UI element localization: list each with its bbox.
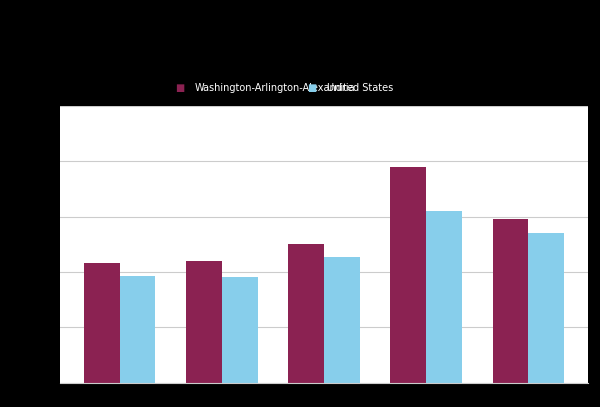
Bar xyxy=(186,261,222,383)
Bar xyxy=(528,233,564,383)
Bar xyxy=(120,276,155,383)
Bar xyxy=(222,278,257,383)
Text: ■: ■ xyxy=(175,83,185,92)
Bar xyxy=(84,263,120,383)
Bar xyxy=(391,167,426,383)
Text: United States: United States xyxy=(327,83,393,92)
Text: Washington-Arlington-Alexandria: Washington-Arlington-Alexandria xyxy=(195,83,356,92)
Text: ■: ■ xyxy=(307,83,317,92)
Bar xyxy=(288,244,324,383)
Bar xyxy=(426,211,462,383)
Bar xyxy=(493,219,528,383)
Bar xyxy=(324,258,360,383)
